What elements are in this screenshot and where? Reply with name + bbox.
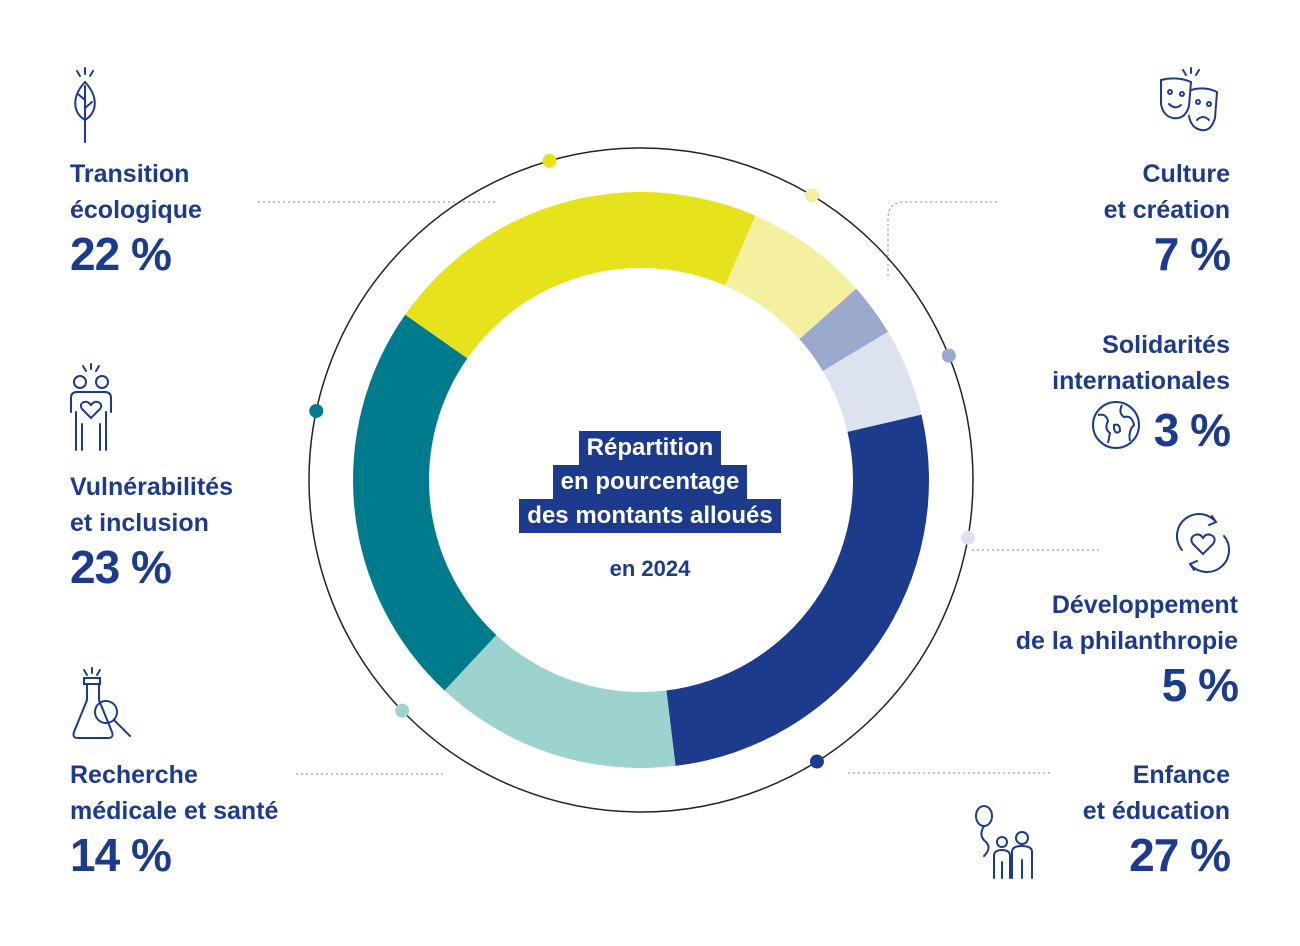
slice-developpement-de-la-philanthropie (822, 331, 922, 432)
marker-developpement-de-la-philanthropie (960, 530, 975, 545)
label-recherche-pct: 14 % (70, 829, 172, 881)
label-philanthropie: Développement de la philanthropie 5 % (1015, 587, 1239, 711)
family-balloon-icon (972, 802, 1036, 882)
slice-culture-et-creation (725, 215, 857, 340)
marker-recherche-medicale-et-sante (395, 703, 410, 718)
label-culture-name: Culture et création (1103, 160, 1230, 224)
heart-cycle-icon (1172, 512, 1234, 574)
donut-slices (353, 192, 929, 768)
marker-transition-ecologique (542, 153, 557, 168)
label-philanthropie-name: Développement de la philanthropie (1015, 591, 1238, 655)
label-enfance-pct: 27 % (1129, 829, 1231, 881)
label-solidarites: Solidarités internationales 3 % (1052, 327, 1231, 461)
label-culture-pct: 7 % (1153, 228, 1231, 280)
slice-solidarites-internationales (799, 288, 889, 372)
connector-lines (258, 201, 1102, 775)
slice-vulnerabilites-et-inclusion (353, 314, 497, 691)
label-transition-name: Transition écologique (70, 160, 202, 224)
people-heart-icon (68, 362, 114, 452)
label-vulnerabilites-pct: 23 % (70, 541, 172, 593)
label-solidarites-name: Solidarités internationales (1052, 331, 1230, 395)
globe-icon (1090, 399, 1142, 461)
label-transition: Transition écologique 22 % (70, 156, 202, 280)
slice-markers (309, 153, 975, 769)
marker-culture-et-creation (804, 188, 819, 203)
title-line-3: des montants alloués (519, 499, 781, 533)
leaf-icon (68, 66, 102, 146)
title-line-2: en pourcentage (552, 465, 748, 499)
label-recherche: Recherche médicale et santé 14 % (70, 757, 278, 881)
label-enfance: Enfance et éducation 27 % (1082, 757, 1231, 881)
label-recherche-name: Recherche médicale et santé (70, 761, 279, 825)
label-philanthropie-pct: 5 % (1161, 659, 1239, 711)
chart-title: Répartition en pourcentage des montants … (482, 431, 818, 533)
title-line-1: Répartition (578, 431, 722, 465)
marker-solidarites-internationales (941, 348, 956, 363)
marker-vulnerabilites-et-inclusion (309, 403, 324, 418)
label-vulnerabilites-name: Vulnérabilités et inclusion (70, 473, 234, 537)
outer-ring (308, 147, 974, 813)
flask-magnifier-icon (70, 666, 136, 742)
chart-subtitle: en 2024 (609, 556, 691, 581)
theater-masks-icon (1157, 66, 1221, 142)
label-transition-pct: 22 % (70, 228, 172, 280)
label-culture: Culture et création 7 % (1103, 156, 1231, 280)
label-solidarites-pct: 3 % (1153, 404, 1231, 456)
slice-recherche-medicale-et-sante (444, 634, 676, 768)
label-enfance-name: Enfance et éducation (1082, 761, 1230, 825)
slice-transition-ecologique (405, 192, 756, 359)
slice-enfance-et-education (666, 414, 929, 766)
label-vulnerabilites: Vulnérabilités et inclusion 23 % (70, 469, 233, 593)
marker-enfance-et-education (809, 754, 824, 769)
